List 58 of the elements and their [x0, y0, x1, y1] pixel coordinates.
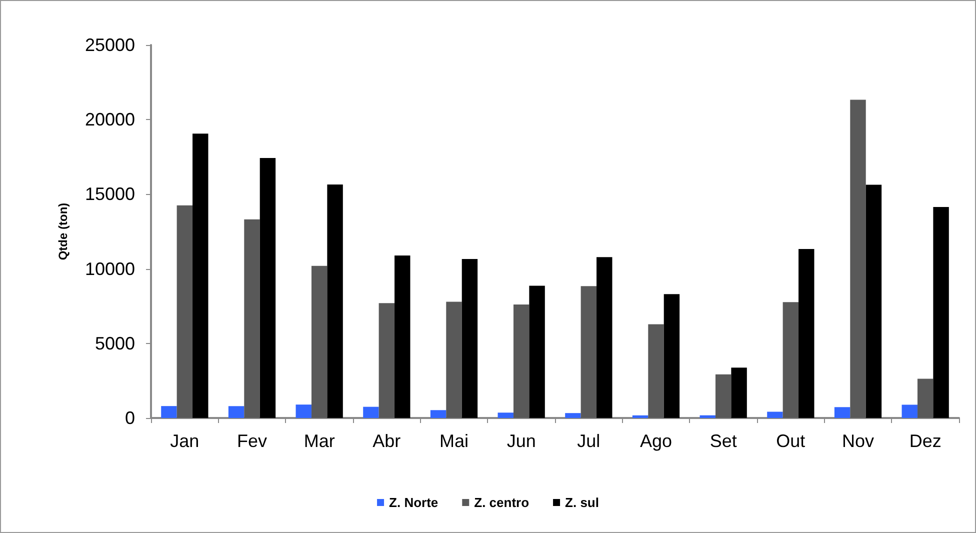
bar: [311, 266, 328, 418]
x-tick-label: Out: [776, 431, 806, 451]
bar: [498, 412, 514, 418]
bar: [176, 205, 193, 418]
y-tick-label: 20000: [84, 110, 135, 130]
x-tick-label: Mai: [439, 431, 469, 451]
bar: [782, 302, 799, 418]
x-tick-label: Ago: [640, 431, 672, 451]
bar: [596, 257, 612, 418]
bar: [430, 410, 446, 418]
bar: [767, 412, 783, 418]
bar: [565, 413, 581, 418]
bar: [866, 184, 882, 418]
legend-label: Z. sul: [565, 495, 599, 510]
bar: [378, 303, 395, 418]
bar: [192, 134, 208, 418]
x-tick-label: Dez: [909, 431, 942, 451]
y-tick-label: 15000: [84, 184, 135, 204]
bar: [850, 100, 866, 418]
bar: [798, 248, 814, 418]
y-axis-title: Qtde (ton): [56, 202, 70, 260]
legend-label: Z. centro: [474, 495, 530, 510]
bar: [296, 404, 312, 418]
y-tick-label: 10000: [84, 258, 135, 279]
bar: [902, 404, 918, 418]
y-tick-label: 0: [124, 408, 135, 428]
bar: [700, 415, 716, 418]
x-tick-label: Jun: [506, 431, 536, 451]
bar: [529, 286, 545, 418]
bar: [363, 406, 379, 418]
bar: [161, 406, 177, 418]
bar: [580, 286, 597, 418]
bar: [327, 184, 343, 418]
x-tick-label: Nov: [842, 431, 874, 451]
bar: [394, 256, 410, 418]
bar: [834, 407, 850, 418]
x-tick-label: Jan: [170, 431, 200, 451]
x-tick-label: Mar: [304, 431, 335, 451]
bar: [260, 158, 276, 418]
bar: [648, 324, 664, 418]
bar: [446, 302, 462, 418]
bar: [228, 406, 244, 418]
x-tick-label: Set: [710, 431, 737, 451]
bar: [715, 374, 732, 418]
x-tick-label: Jul: [577, 431, 600, 451]
y-tick-label: 5000: [94, 333, 135, 354]
bar: [513, 304, 530, 418]
bar: [933, 207, 949, 418]
bar: [731, 368, 747, 418]
y-tick-label: 25000: [84, 35, 135, 55]
legend-label: Z. Norte: [389, 495, 438, 510]
bar: [632, 415, 648, 418]
x-tick-label: Abr: [372, 431, 401, 451]
bar: [244, 219, 260, 418]
bar: [917, 378, 934, 418]
bar: [664, 294, 680, 418]
x-tick-label: Fev: [236, 431, 268, 451]
bar: [462, 258, 478, 418]
